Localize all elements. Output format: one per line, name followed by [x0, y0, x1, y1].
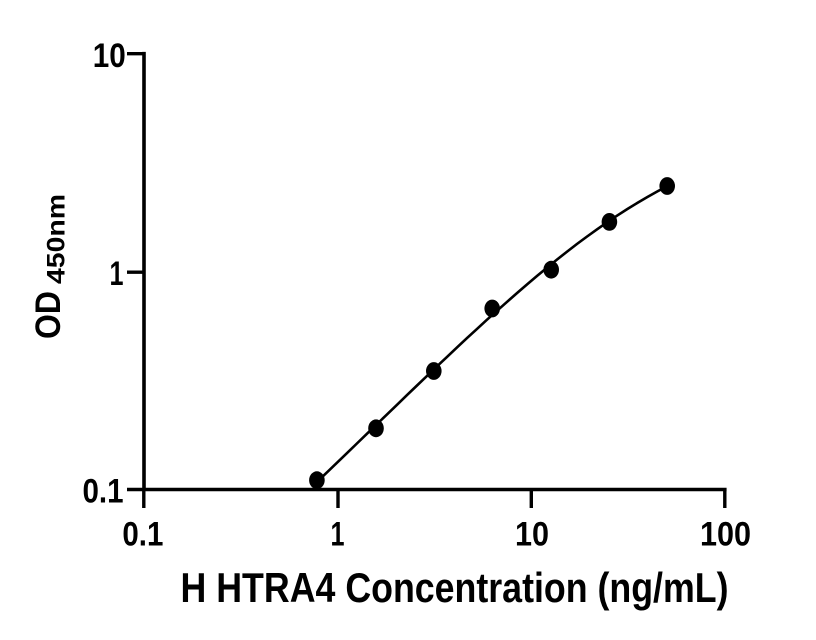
svg-text:10: 10 [93, 37, 126, 75]
svg-text:1: 1 [110, 255, 124, 293]
svg-text:0.1: 0.1 [122, 516, 163, 554]
svg-text:100: 100 [700, 516, 751, 554]
svg-text:0.1: 0.1 [83, 473, 124, 511]
svg-text:OD: OD [29, 291, 68, 339]
svg-text:1: 1 [331, 516, 345, 554]
svg-text:H HTRA4 Concentration (ng/mL): H HTRA4 Concentration (ng/mL) [181, 564, 729, 611]
svg-text:10: 10 [515, 516, 549, 554]
svg-text:450nm: 450nm [42, 194, 70, 284]
